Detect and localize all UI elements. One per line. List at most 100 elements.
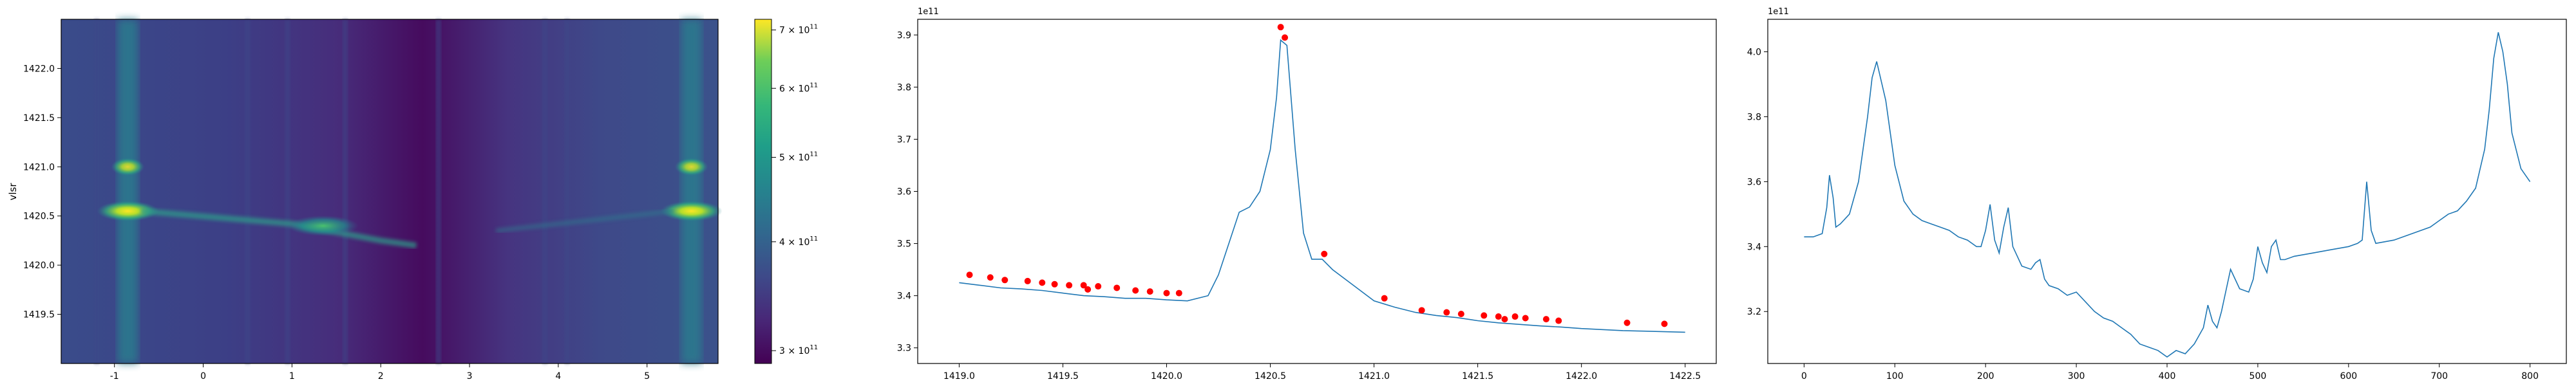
peak-marker: [1277, 24, 1284, 31]
profile-x-tick-label: 600: [2340, 371, 2357, 381]
heatmap-frame: [61, 19, 719, 364]
colorbar-tick-exponent: 11: [810, 344, 818, 351]
peak-marker: [1024, 277, 1031, 284]
spectrum-y-tick-label: 3.6: [897, 187, 911, 198]
spectrum-x-tick-label: 1420.0: [1151, 371, 1182, 381]
profile-frame: [1767, 19, 2567, 364]
peak-marker: [1501, 316, 1508, 323]
spectrum-series-line: [959, 39, 1685, 333]
peak-marker: [987, 274, 994, 281]
profile-x-tick-label: 800: [2521, 371, 2539, 381]
colorbar-tick-base: 7 × 10: [779, 26, 810, 36]
spectrum-y-tick-label: 3.5: [897, 239, 911, 250]
heatmap-image: [61, 19, 718, 363]
profile-x-tick-label: 500: [2249, 371, 2267, 381]
colorbar-tick-label: 7 × 1011: [779, 24, 818, 36]
heatmap-ridge: [496, 208, 674, 234]
peak-marker: [1522, 315, 1529, 322]
heatmap-y-tick-label: 1421.0: [23, 162, 55, 172]
heatmap-hotspot: [660, 201, 723, 222]
peak-marker: [1495, 313, 1502, 320]
spectrum-panel: 1e11 1419.0 1419.5 1420.0 1420.5 1421.0 1421.…: [897, 7, 1717, 381]
heatmap-streak: [343, 19, 348, 363]
spectrum-x-tick-label: 1421.5: [1462, 371, 1493, 381]
spectrum-y-tick-label: 3.3: [897, 344, 911, 354]
colorbar-tick-base: 3 × 10: [779, 346, 810, 356]
colorbar-tick-base: 4 × 10: [779, 237, 810, 248]
heatmap-y-tick-label: 1421.5: [23, 113, 55, 124]
profile-x-tick-label: 200: [1977, 371, 1994, 381]
heatmap-streak: [94, 19, 100, 363]
peak-marker: [1542, 316, 1549, 323]
peak-marker: [1146, 288, 1153, 295]
peak-marker: [1132, 287, 1139, 294]
heatmap-y-tick-label: 1420.0: [23, 261, 55, 271]
peak-marker: [1080, 282, 1087, 289]
colorbar-tick-base: 6 × 10: [779, 84, 810, 94]
peak-marker: [1481, 312, 1488, 319]
spectrum-x-tick-label: 1419.0: [943, 371, 975, 381]
heatmap-streak: [542, 19, 548, 363]
peak-marker: [1084, 286, 1092, 293]
colorbar-tick-exponent: 11: [810, 24, 818, 31]
heatmap-y-tick-label: 1419.5: [23, 310, 55, 320]
profile-y-tick-label: 3.4: [1747, 242, 1761, 252]
heatmap-warm-blob: [287, 216, 359, 236]
heatmap-x-tick-label: 2: [378, 371, 384, 381]
peak-marker: [1443, 309, 1450, 316]
profile-x-tick-label: 100: [1886, 371, 1904, 381]
peak-marker: [1039, 279, 1046, 286]
heatmap-x-tick-label: 1: [289, 371, 295, 381]
colorbar: [754, 19, 772, 364]
heatmap-streak: [245, 19, 251, 363]
spectrum-y-ticks: 3.3 3.4 3.5 3.6 3.7 3.8 3.9: [897, 30, 918, 354]
spectrum-frame: [917, 19, 1717, 364]
profile-x-tick-label: 300: [2068, 371, 2085, 381]
colorbar-tick-exponent: 11: [810, 151, 818, 158]
peak-marker: [1001, 277, 1009, 284]
peak-marker: [1163, 290, 1170, 297]
peak-marker: [1321, 250, 1328, 257]
peak-marker: [1511, 313, 1519, 320]
peak-marker: [1457, 310, 1464, 317]
heatmap-streak: [564, 19, 570, 363]
profile-y-tick-label: 3.2: [1747, 307, 1761, 317]
heatmap-secondary-hotspot: [111, 158, 145, 176]
profile-y-tick-label: 4.0: [1747, 47, 1761, 57]
peak-marker: [1095, 283, 1102, 290]
heatmap-panel: -1 0 1 2 3 4 5 1419.51420.01420.51421.01421.51…: [7, 19, 818, 381]
heatmap-x-tick-label: -1: [110, 371, 119, 381]
peak-marker: [1624, 319, 1631, 326]
peak-marker: [966, 271, 973, 279]
heatmap-y-ticks: 1419.5 1420.0 1420.5 1421.0 1421.5 1422.0: [23, 64, 61, 320]
heatmap-y-axis-label: vlsr: [7, 183, 19, 201]
spectrum-offset-text: 1e11: [918, 7, 939, 17]
heatmap-x-tick-label: 5: [644, 371, 650, 381]
colorbar-tick-exponent: 11: [810, 82, 818, 89]
colorbar-tick-base: 5 × 10: [779, 153, 810, 163]
spectrum-y-tick-label: 3.4: [897, 291, 911, 302]
colorbar-tick-label: 4 × 1011: [779, 235, 818, 248]
heatmap-bright-column: [117, 19, 138, 363]
peak-marker: [1661, 320, 1668, 327]
profile-x-ticks: 0 100 200 300 400 500 600 700 800: [1801, 363, 2539, 381]
peak-marker: [1066, 282, 1073, 289]
peak-marker: [1051, 280, 1058, 288]
heatmap-bright-column: [681, 19, 702, 363]
peak-marker: [1418, 307, 1425, 314]
heatmap-streak: [435, 19, 441, 363]
colorbar-tick-label: 6 × 1011: [779, 82, 818, 94]
spectrum-y-tick-label: 3.8: [897, 82, 911, 93]
peak-marker: [1555, 317, 1562, 324]
spectrum-x-tick-label: 1420.5: [1255, 371, 1286, 381]
spectrum-x-ticks: 1419.0 1419.5 1420.0 1420.5 1421.0 1421.5 1422…: [943, 363, 1701, 381]
heatmap-features: [94, 19, 723, 363]
heatmap-x-tick-label: 4: [555, 371, 561, 381]
peak-markers: [966, 24, 1668, 327]
heatmap-y-tick-label: 1420.5: [23, 212, 55, 222]
colorbar-tick-label: 3 × 1011: [779, 344, 818, 356]
heatmap-x-tick-label: 3: [467, 371, 473, 381]
profile-y-ticks: 3.2 3.4 3.6 3.8 4.0: [1747, 47, 1768, 317]
